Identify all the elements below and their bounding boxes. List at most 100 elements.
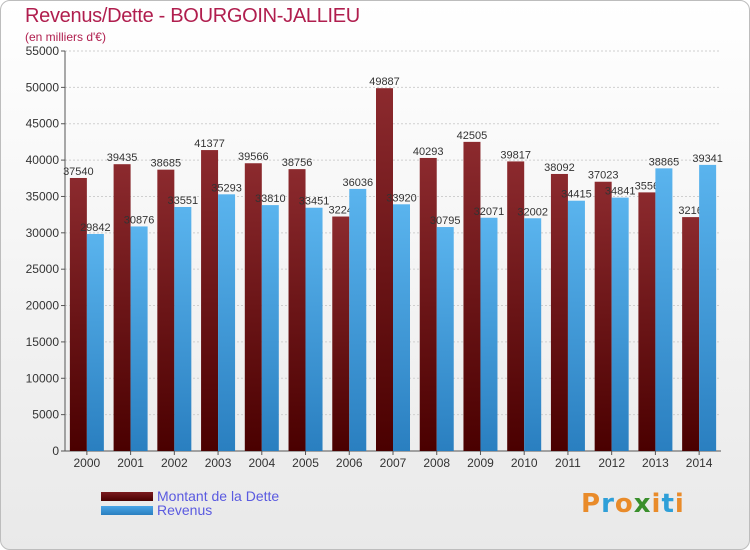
bar-revenus	[261, 205, 279, 451]
x-tick-label: 2003	[205, 456, 232, 470]
data-label-revenus: 29842	[80, 222, 111, 234]
data-label-revenus: 32071	[474, 206, 505, 218]
x-tick-label: 2008	[423, 456, 450, 470]
data-label-dette: 41377	[194, 138, 225, 150]
legend-item-revenus: Revenus	[101, 502, 213, 518]
bar-revenus	[86, 233, 104, 451]
bar-revenus	[436, 227, 454, 451]
x-tick-label: 2004	[248, 456, 275, 470]
data-label-revenus: 34841	[605, 186, 636, 198]
bar-dette	[157, 169, 175, 451]
legend-swatch-dette	[101, 491, 153, 501]
bar-dette	[550, 173, 568, 451]
data-label-revenus: 36036	[342, 177, 373, 189]
y-tick-label: 10000	[26, 371, 60, 385]
legend-label-revenus: Revenus	[157, 502, 213, 518]
y-tick-label: 25000	[26, 262, 60, 276]
y-tick-label: 40000	[26, 153, 60, 167]
bar-dette	[594, 181, 612, 451]
bar-revenus	[218, 194, 236, 451]
chart-title: Revenus/Dette - BOURGOIN-JALLIEU	[25, 5, 360, 27]
logo-letter: i	[651, 489, 662, 519]
x-tick-label: 2009	[467, 456, 494, 470]
bar-dette	[638, 192, 656, 451]
data-label-dette: 38092	[544, 162, 575, 174]
data-label-dette: 39817	[500, 149, 531, 161]
data-label-dette: 3224	[329, 205, 353, 217]
bar-dette	[463, 141, 481, 451]
legend-label-dette: Montant de la Dette	[157, 488, 280, 504]
x-tick-label: 2000	[74, 456, 101, 470]
bar-dette	[332, 216, 350, 451]
data-label-revenus: 33451	[299, 196, 330, 208]
logo-letter: r	[601, 489, 615, 519]
logo-letter: t	[661, 489, 675, 519]
y-tick-label: 35000	[26, 189, 60, 203]
y-tick-label: 20000	[26, 299, 60, 313]
proxiti-logo: Proxiti	[581, 489, 685, 519]
data-label-dette: 38685	[151, 158, 182, 170]
data-label-revenus: 30876	[124, 214, 155, 226]
legend-item-dette: Montant de la Dette	[101, 488, 280, 504]
x-tick-label: 2011	[555, 456, 581, 470]
data-label-revenus: 33810	[255, 193, 286, 205]
data-label-dette: 40293	[413, 146, 444, 158]
bar-dette	[69, 177, 87, 451]
data-label-revenus: 39341	[692, 153, 723, 165]
data-label-dette: 39435	[107, 152, 138, 164]
x-tick-label: 2006	[336, 456, 363, 470]
legend-swatch-revenus	[101, 505, 153, 515]
logo-letter: o	[614, 489, 634, 519]
y-tick-label: 30000	[26, 226, 60, 240]
bar-revenus	[393, 204, 410, 451]
y-tick-label: 15000	[26, 335, 60, 349]
bar-revenus	[130, 226, 148, 451]
y-tick-label: 45000	[26, 117, 60, 131]
data-label-revenus: 34415	[561, 189, 592, 201]
x-tick-label: 2001	[117, 456, 144, 470]
bar-revenus	[567, 200, 585, 451]
data-label-dette: 37023	[588, 170, 619, 182]
x-tick-label: 2010	[511, 456, 538, 470]
bar-revenus	[305, 207, 323, 451]
bar-revenus	[611, 197, 629, 451]
bar-revenus	[699, 164, 717, 451]
chart-subtitle: (en milliers d'€)	[25, 30, 106, 44]
bar-dette	[682, 217, 700, 451]
bar-revenus	[349, 188, 367, 452]
x-tick-label: 2014	[686, 456, 713, 470]
bar-dette	[113, 164, 131, 451]
bar-revenus	[655, 168, 673, 451]
bar-dette	[201, 150, 219, 452]
data-label-dette: 37540	[63, 166, 94, 178]
data-label-dette: 49887	[369, 76, 400, 88]
bar-dette	[419, 157, 437, 451]
data-label-dette: 38756	[282, 157, 313, 169]
y-tick-label: 5000	[32, 408, 59, 422]
data-label-dette: 42505	[457, 130, 488, 142]
logo-letter: i	[674, 489, 685, 519]
bar-revenus	[480, 217, 498, 451]
data-label-dette: 3556	[635, 180, 659, 192]
bar-dette	[288, 169, 306, 451]
x-tick-label: 2005	[292, 456, 319, 470]
x-tick-label: 2007	[380, 456, 407, 470]
x-tick-label: 2012	[598, 456, 625, 470]
data-label-revenus: 32002	[517, 206, 548, 218]
data-label-revenus: 33920	[386, 192, 417, 204]
data-label-dette: 39566	[238, 151, 269, 163]
bar-revenus	[174, 206, 192, 451]
data-label-revenus: 35293	[211, 182, 242, 194]
bar-dette	[507, 161, 525, 451]
logo-letter: P	[581, 489, 602, 519]
x-tick-label: 2013	[642, 456, 669, 470]
logo-letter: x	[633, 489, 652, 519]
x-tick-label: 2002	[161, 456, 188, 470]
y-tick-label: 55000	[26, 44, 60, 58]
data-label-revenus: 33551	[168, 195, 199, 207]
bar-dette	[376, 88, 393, 451]
data-label-revenus: 30795	[430, 215, 461, 227]
y-tick-label: 0	[52, 444, 59, 458]
